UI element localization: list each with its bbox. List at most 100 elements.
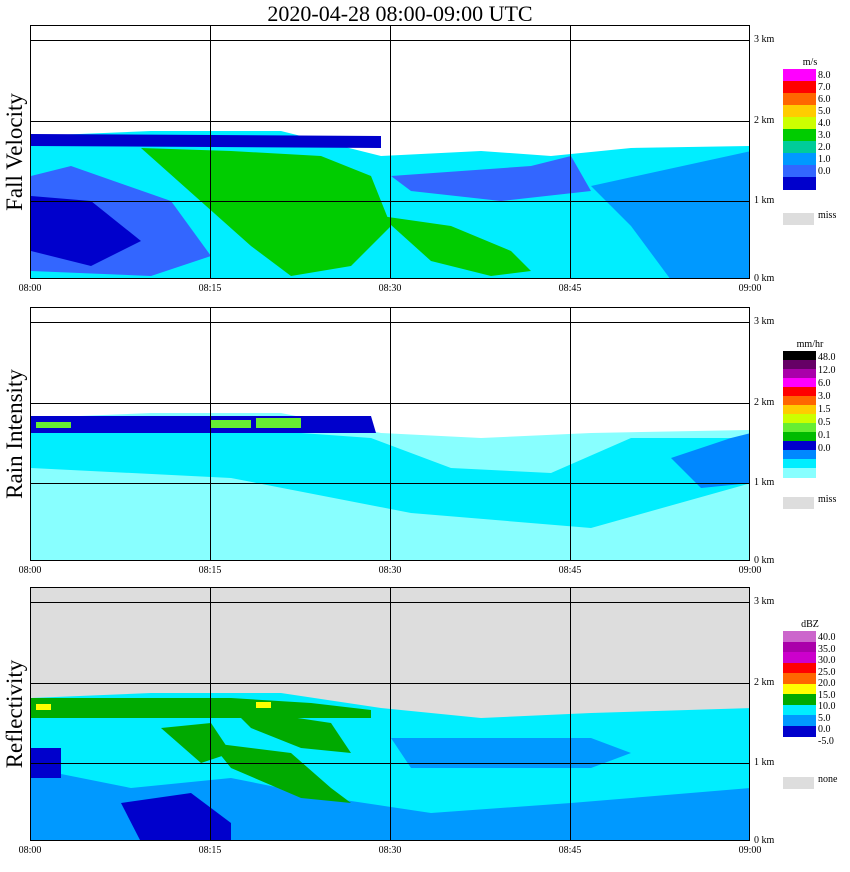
legend-level: 1.0 xyxy=(818,154,831,165)
reflectivity-panel: Reflectivity 08:00 08:15 08:30 08:45 09:… xyxy=(0,587,850,872)
legend-swatch xyxy=(783,369,816,379)
x-tick-0900: 09:00 xyxy=(738,845,762,856)
y-tick-1km: 1 km xyxy=(754,477,775,488)
y-tick-3km: 3 km xyxy=(754,596,775,607)
legend-swatch-missing xyxy=(783,497,814,509)
legend-swatch xyxy=(783,105,816,118)
legend-swatch xyxy=(783,450,816,460)
legend-swatch xyxy=(783,387,816,397)
legend-swatch xyxy=(783,704,816,716)
x-tick-0900: 09:00 xyxy=(738,283,762,294)
fall-velocity-panel: Fall Velocity 08:00 08:15 08:30 08:45 09… xyxy=(0,25,850,310)
legend-level: 0.0 xyxy=(818,724,831,735)
legend-level: -5.0 xyxy=(818,735,834,747)
legend-level: 0.0 xyxy=(818,443,831,454)
legend-level: 12.0 xyxy=(818,365,836,376)
legend-unit: mm/hr xyxy=(796,339,824,350)
legend-swatch xyxy=(783,683,816,695)
legend-level: 2.0 xyxy=(818,142,831,153)
legend-swatch xyxy=(783,141,816,154)
legend-level: 20.0 xyxy=(818,678,836,689)
legend-level: 25.0 xyxy=(818,666,836,678)
x-tick-0815: 08:15 xyxy=(198,845,222,856)
legend-level: 3.0 xyxy=(818,391,831,402)
legend-swatch xyxy=(783,715,816,726)
legend-swatch xyxy=(783,93,816,106)
y-tick-3km: 3 km xyxy=(754,34,775,45)
legend-swatch xyxy=(783,694,816,705)
legend-swatch xyxy=(783,414,816,424)
x-tick-0845: 08:45 xyxy=(558,565,582,576)
chart-title: 2020-04-28 08:00-09:00 UTC xyxy=(267,1,533,26)
rain-intensity-plot xyxy=(30,307,750,561)
legend-level: 0.5 xyxy=(818,417,831,428)
legend-swatch xyxy=(783,641,816,653)
legend-swatch xyxy=(783,360,816,370)
fall-velocity-label: Fall Velocity xyxy=(2,93,27,211)
y-tick-1km: 1 km xyxy=(754,195,775,206)
y-tick-2km: 2 km xyxy=(754,677,775,688)
legend-swatch xyxy=(783,396,816,406)
legend-swatch xyxy=(783,165,816,178)
legend-level: 6.0 xyxy=(818,378,831,389)
legend-swatch xyxy=(783,423,816,433)
rain-intensity-label: Rain Intensity xyxy=(2,369,27,499)
legend-level: 1.5 xyxy=(818,404,831,415)
legend-swatch xyxy=(783,129,816,142)
legend-swatch xyxy=(783,725,816,737)
x-tick-0800: 08:00 xyxy=(18,565,42,576)
legend-unit: m/s xyxy=(802,57,818,68)
legend-level: 6.0 xyxy=(818,94,831,105)
x-tick-0845: 08:45 xyxy=(558,845,582,856)
legend-level: 5.0 xyxy=(818,106,831,117)
legend-unit: dBZ xyxy=(801,619,819,630)
legend-level-missing: none xyxy=(818,774,838,785)
legend-swatch xyxy=(783,631,816,642)
y-tick-2km: 2 km xyxy=(754,115,775,126)
legend-swatch xyxy=(783,432,816,442)
legend-swatch xyxy=(783,441,816,451)
y-tick-0km: 0 km xyxy=(754,273,775,284)
legend-swatch xyxy=(783,459,816,469)
legend-swatch-missing xyxy=(783,213,814,225)
legend-level: 15.0 xyxy=(818,689,836,701)
x-tick-0830: 08:30 xyxy=(378,283,402,294)
y-tick-1km: 1 km xyxy=(754,757,775,768)
legend-level: 4.0 xyxy=(818,118,831,129)
y-tick-0km: 0 km xyxy=(754,835,775,846)
legend-swatch-missing xyxy=(783,777,814,789)
legend-level: 35.0 xyxy=(818,643,836,655)
legend-swatch xyxy=(783,69,816,82)
x-tick-0845: 08:45 xyxy=(558,283,582,294)
legend-level: 8.0 xyxy=(818,70,831,81)
rain-intensity-panel: Rain Intensity 08:00 08:15 08:30 08:45 0… xyxy=(0,307,850,592)
legend-level: 30.0 xyxy=(818,655,836,666)
legend-level: 48.0 xyxy=(818,352,836,363)
legend-level-missing: miss xyxy=(818,210,837,221)
legend-swatch xyxy=(783,351,816,361)
legend-swatch xyxy=(783,652,816,663)
x-tick-0830: 08:30 xyxy=(378,565,402,576)
legend-level: 0.0 xyxy=(818,166,831,177)
legend-swatch xyxy=(783,378,816,388)
legend-level: 0.1 xyxy=(818,430,831,441)
legend-swatch xyxy=(783,117,816,130)
x-tick-0800: 08:00 xyxy=(18,845,42,856)
legend-level-missing: miss xyxy=(818,494,837,505)
x-tick-0800: 08:00 xyxy=(18,283,42,294)
y-tick-0km: 0 km xyxy=(754,555,775,566)
legend-swatch xyxy=(783,673,816,684)
x-tick-0900: 09:00 xyxy=(738,565,762,576)
y-tick-2km: 2 km xyxy=(754,397,775,408)
legend-swatch xyxy=(783,405,816,415)
legend-level: 40.0 xyxy=(818,632,836,643)
legend-level: 5.0 xyxy=(818,712,831,724)
legend-swatch xyxy=(783,153,816,166)
x-tick-0830: 08:30 xyxy=(378,845,402,856)
fall-velocity-plot xyxy=(30,25,750,279)
legend-level: 7.0 xyxy=(818,82,831,93)
legend-swatch xyxy=(783,177,816,190)
reflectivity-plot xyxy=(30,587,750,841)
x-tick-0815: 08:15 xyxy=(198,565,222,576)
legend-swatch xyxy=(783,468,816,478)
